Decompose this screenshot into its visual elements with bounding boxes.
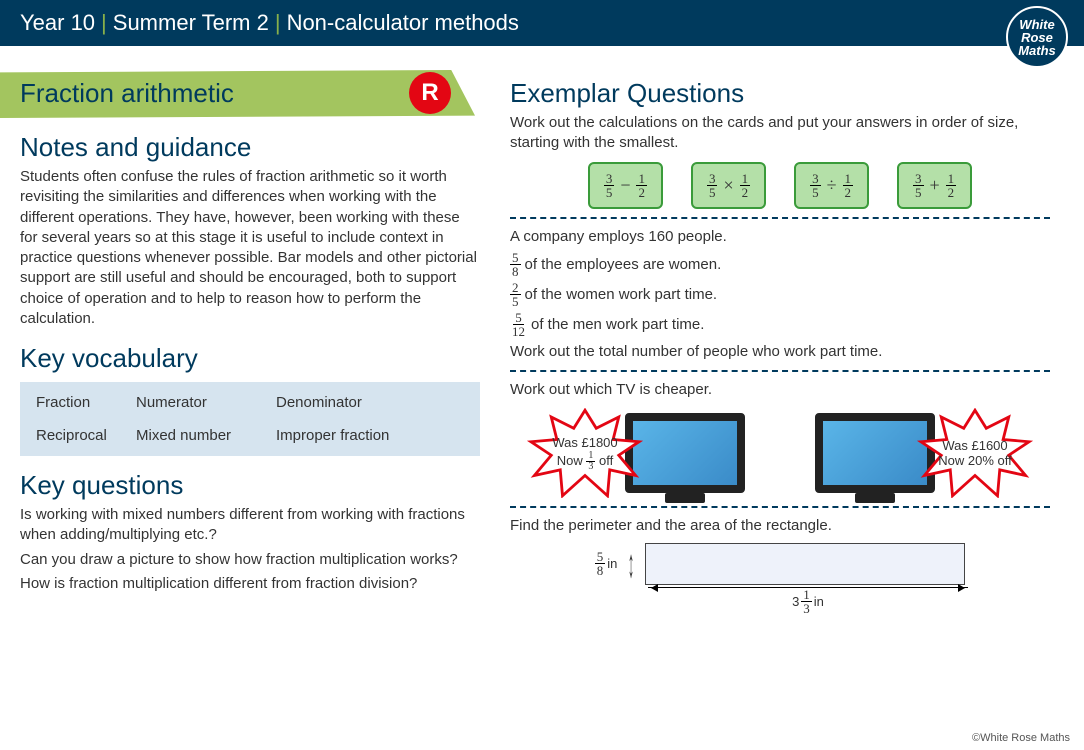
numerator: 1 xyxy=(946,172,957,186)
divider xyxy=(510,217,1050,219)
price-burst: Was £1800 Now 13 off xyxy=(525,408,645,498)
kq-item: Is working with mixed numbers different … xyxy=(20,505,480,546)
denominator: 5 xyxy=(510,295,521,308)
vocab-heading: Key vocabulary xyxy=(20,343,480,374)
q3-intro: Work out which TV is cheaper. xyxy=(510,380,1050,400)
exemplar-heading: Exemplar Questions xyxy=(510,78,1050,109)
fraction-cards: 35 − 12 35 × 12 35 ÷ 12 35 + 12 xyxy=(510,162,1050,209)
fraction-card: 35 + 12 xyxy=(897,162,972,209)
now-price: Now 13 off xyxy=(552,451,617,472)
divider xyxy=(510,506,1050,508)
header-topic: Non-calculator methods xyxy=(287,10,519,36)
denominator: 12 xyxy=(510,325,527,338)
unit: in xyxy=(814,594,824,609)
notes-body: Students often confuse the rules of frac… xyxy=(20,167,480,329)
logo-line: Maths xyxy=(1018,44,1056,57)
kq-heading: Key questions xyxy=(20,470,480,501)
rectangle-shape xyxy=(645,543,965,585)
vocab-item: Reciprocal xyxy=(36,427,136,444)
tv-comparison: Was £1800 Now 13 off Was £1600 Now 20% o… xyxy=(510,408,1050,498)
denominator: 8 xyxy=(510,265,521,278)
width-value: 313 in xyxy=(792,588,824,615)
denominator: 8 xyxy=(595,564,606,577)
denominator: 5 xyxy=(810,186,821,199)
text: of the women work part time. xyxy=(525,286,718,303)
q2-line: Work out the total number of people who … xyxy=(510,342,1050,362)
kq-item: Can you draw a picture to show how fract… xyxy=(20,550,480,570)
fraction-card: 35 − 12 xyxy=(588,162,663,209)
text: Now xyxy=(557,452,587,467)
vocab-item: Numerator xyxy=(136,394,276,411)
numerator: 5 xyxy=(595,550,606,564)
separator-icon: | xyxy=(101,10,107,36)
operator: + xyxy=(930,175,940,196)
numerator: 5 xyxy=(510,251,521,265)
denominator: 2 xyxy=(946,186,957,199)
denominator: 5 xyxy=(604,186,615,199)
separator-icon: | xyxy=(275,10,281,36)
price-burst: Was £1600 Now 20% off xyxy=(915,408,1035,498)
numerator: 5 xyxy=(513,311,524,325)
logo-line: Rose xyxy=(1021,31,1053,44)
vocab-table: Fraction Numerator Denominator Reciproca… xyxy=(20,382,480,456)
vocab-item: Denominator xyxy=(276,394,436,411)
title-banner: Fraction arithmetic R xyxy=(0,70,475,118)
fraction-card: 35 ÷ 12 xyxy=(794,162,869,209)
banner-title: Fraction arithmetic xyxy=(0,70,475,117)
text: of the men work part time. xyxy=(531,316,704,333)
denominator: 5 xyxy=(913,186,924,199)
copyright: ©White Rose Maths xyxy=(972,732,1070,744)
key-questions: Is working with mixed numbers different … xyxy=(20,505,480,594)
unit: in xyxy=(607,556,617,571)
denominator: 2 xyxy=(636,186,647,199)
denominator: 5 xyxy=(707,186,718,199)
operator: ÷ xyxy=(827,175,837,196)
operator: − xyxy=(620,175,630,196)
arrow-vertical-icon: ↕ xyxy=(628,554,634,574)
vocab-item: Mixed number xyxy=(136,427,276,444)
text: off xyxy=(595,452,613,467)
was-price: Was £1600 xyxy=(938,438,1011,454)
header-year: Year 10 xyxy=(20,10,95,36)
operator: × xyxy=(723,175,733,196)
vocab-item: Improper fraction xyxy=(276,427,436,444)
numerator: 3 xyxy=(707,172,718,186)
numerator: 3 xyxy=(604,172,615,186)
revision-badge: R xyxy=(409,72,451,114)
brand-logo: White Rose Maths xyxy=(1006,6,1068,68)
q2-line: 58 of the employees are women. xyxy=(510,251,1050,278)
denominator: 2 xyxy=(843,186,854,199)
numerator: 2 xyxy=(510,281,521,295)
height-label: 58 in xyxy=(595,550,618,577)
rectangle-diagram: 58 in ↕ 313 in xyxy=(510,543,1050,615)
denominator: 3 xyxy=(801,602,812,615)
denominator: 2 xyxy=(740,186,751,199)
q2-line: 512 of the men work part time. xyxy=(510,311,1050,338)
numerator: 1 xyxy=(801,588,812,602)
whole: 3 xyxy=(792,594,799,609)
arrow-horizontal-icon xyxy=(648,587,968,588)
exemplar-intro: Work out the calculations on the cards a… xyxy=(510,113,1050,154)
q4-intro: Find the perimeter and the area of the r… xyxy=(510,516,1050,536)
numerator: 1 xyxy=(636,172,647,186)
width-label xyxy=(648,587,968,588)
notes-heading: Notes and guidance xyxy=(20,132,480,163)
text: of the employees are women. xyxy=(525,256,722,273)
vocab-item: Fraction xyxy=(36,394,136,411)
divider xyxy=(510,370,1050,372)
page-header: Year 10 | Summer Term 2 | Non-calculator… xyxy=(0,0,1084,46)
logo-line: White xyxy=(1019,18,1054,31)
was-price: Was £1800 xyxy=(552,435,617,451)
q2-line: A company employs 160 people. xyxy=(510,227,1050,247)
kq-item: How is fraction multiplication different… xyxy=(20,574,480,594)
fraction-card: 35 × 12 xyxy=(691,162,766,209)
numerator: 3 xyxy=(913,172,924,186)
numerator: 3 xyxy=(810,172,821,186)
header-term: Summer Term 2 xyxy=(113,10,269,36)
now-price: Now 20% off xyxy=(938,453,1011,469)
numerator: 1 xyxy=(740,172,751,186)
numerator: 1 xyxy=(843,172,854,186)
q2-line: 25 of the women work part time. xyxy=(510,281,1050,308)
